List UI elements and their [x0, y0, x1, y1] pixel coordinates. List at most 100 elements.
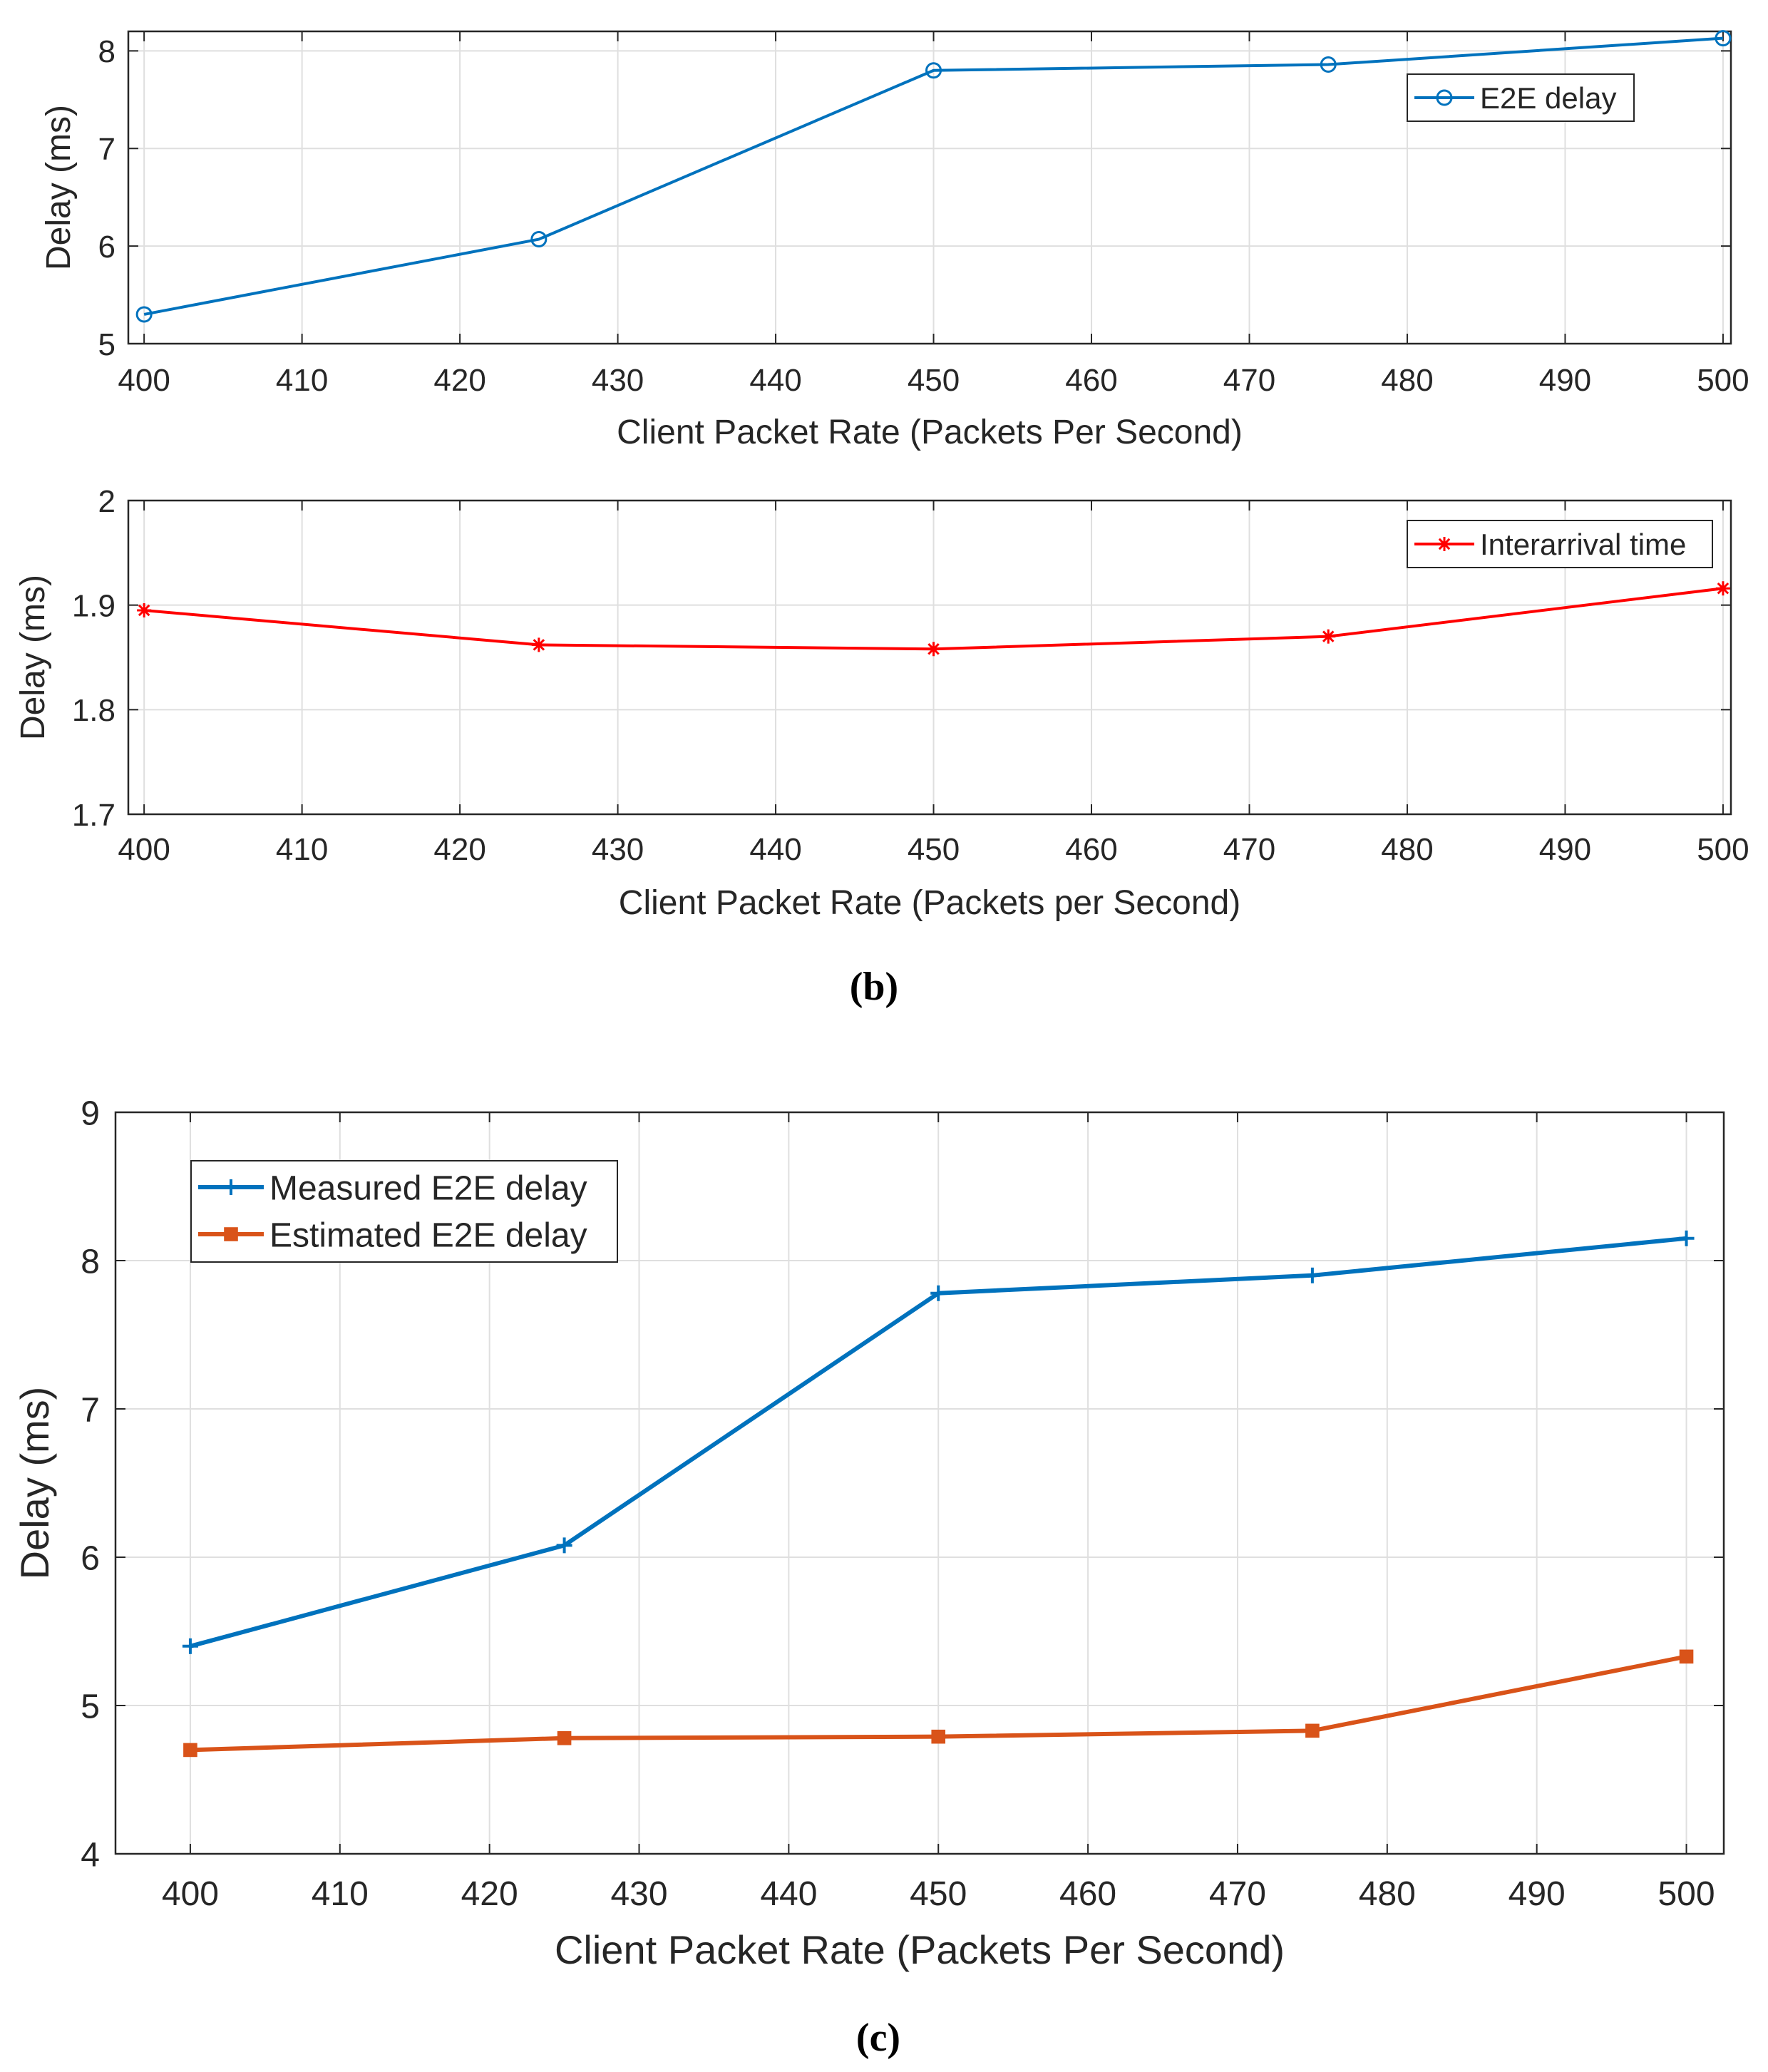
data-point — [530, 231, 548, 248]
series-estimated-e2e-delay — [183, 1649, 1694, 1758]
caption-c: (c) — [856, 2016, 900, 2060]
x-tick-label: 490 — [1509, 1875, 1566, 1913]
y-axis-label: Delay (ms) — [14, 575, 52, 740]
data-point — [930, 1285, 947, 1301]
x-tick-label: 460 — [1059, 1875, 1116, 1913]
data-point — [224, 1227, 238, 1241]
x-tick-label: 480 — [1381, 363, 1433, 398]
y-axis-label: Delay (ms) — [40, 105, 78, 270]
x-tick-label: 470 — [1223, 832, 1275, 867]
data-point-stroke — [138, 604, 150, 617]
y-tick-label: 8 — [98, 34, 115, 69]
x-tick-label: 500 — [1697, 832, 1749, 867]
data-point-stroke — [533, 639, 545, 651]
y-tick-label: 1.9 — [72, 589, 115, 624]
y-tick-label: 9 — [81, 1094, 100, 1132]
caption-b: (b) — [850, 965, 898, 1009]
x-tick-label: 400 — [118, 363, 170, 398]
x-tick-label: 450 — [908, 363, 960, 398]
x-axis-label: Client Packet Rate (Packets Per Second) — [617, 414, 1243, 451]
y-tick-label: 5 — [81, 1688, 100, 1725]
x-axis-label: Client Packet Rate (Packets per Second) — [619, 884, 1240, 922]
x-tick-label: 440 — [749, 832, 801, 867]
chart-b-bottom: 400 410 420 430 440 450 460 470 480 490 500 1.7 1.8 1… — [14, 484, 1749, 922]
series-line — [143, 36, 1724, 316]
y-tick-label: 6 — [81, 1539, 100, 1577]
x-tick-label: 420 — [461, 1875, 518, 1913]
legend-label: Measured E2E delay — [269, 1169, 587, 1207]
x-tick-label: 400 — [118, 832, 170, 867]
series-interarrival-time — [137, 581, 1730, 657]
data-point — [1304, 1267, 1320, 1283]
y-tick-label: 1.8 — [72, 693, 115, 728]
x-tick-label: 430 — [592, 363, 644, 398]
x-tick-label: 470 — [1209, 1875, 1266, 1913]
x-tick-label: 440 — [760, 1875, 817, 1913]
data-point — [1715, 581, 1730, 596]
data-point — [1321, 629, 1336, 644]
y-axis-label: Delay (ms) — [12, 1387, 57, 1580]
x-tick-label: 470 — [1223, 363, 1275, 398]
y-tick-label: 8 — [81, 1243, 100, 1281]
chart-c: 400 410 420 430 440 450 460 470 480 490 500 4 5 6 7 8 9 C… — [12, 1094, 1725, 1972]
legend-label: E2E delay — [1480, 81, 1616, 115]
x-tick-label: 460 — [1065, 832, 1117, 867]
data-point — [1679, 1649, 1694, 1664]
data-point — [556, 1537, 572, 1554]
x-tick-label: 400 — [162, 1875, 219, 1913]
x-tick-label: 480 — [1359, 1875, 1416, 1913]
data-point — [182, 1638, 198, 1654]
data-point — [557, 1730, 572, 1745]
data-point — [183, 1743, 197, 1758]
data-point-stroke — [1438, 538, 1451, 550]
legend: Measured E2E delay Estimated E2E delay — [190, 1160, 618, 1263]
y-tick-label: 5 — [98, 327, 115, 362]
axes-box — [114, 1111, 1725, 1855]
data-point — [1715, 30, 1732, 47]
x-tick-label: 450 — [908, 832, 960, 867]
y-tick-label: 7 — [81, 1391, 100, 1429]
data-point — [931, 1729, 946, 1744]
axes-box — [127, 30, 1732, 345]
series-e2e-delay — [135, 30, 1732, 323]
data-point — [135, 306, 153, 323]
legend: E2E delay — [1407, 73, 1635, 122]
x-tick-label: 420 — [433, 832, 485, 867]
data-point — [1437, 537, 1451, 551]
x-tick-label: 460 — [1065, 363, 1117, 398]
x-tick-label: 410 — [276, 832, 328, 867]
data-point-stroke — [927, 643, 940, 655]
series-measured-e2e-delay — [182, 1230, 1695, 1654]
legend: Interarrival time — [1407, 520, 1713, 568]
data-point — [137, 603, 152, 617]
legend-label: Interarrival time — [1480, 528, 1686, 561]
x-tick-label: 480 — [1381, 832, 1433, 867]
data-point — [223, 1179, 239, 1195]
data-point — [1305, 1723, 1320, 1738]
legend-label: Estimated E2E delay — [269, 1216, 587, 1254]
y-tick-label: 6 — [98, 230, 115, 265]
y-tick-label: 4 — [81, 1836, 100, 1874]
x-tick-label: 440 — [749, 363, 801, 398]
axes-box — [127, 499, 1732, 816]
x-tick-label: 500 — [1697, 363, 1749, 398]
x-tick-label: 410 — [276, 363, 328, 398]
x-tick-label: 430 — [610, 1875, 667, 1913]
legend-box — [190, 1160, 618, 1263]
data-point — [1320, 56, 1337, 73]
x-tick-label: 490 — [1539, 832, 1591, 867]
y-tick-label: 7 — [98, 132, 115, 167]
x-tick-label: 430 — [592, 832, 644, 867]
y-tick-label: 1.7 — [72, 798, 115, 833]
data-point-stroke — [1717, 582, 1730, 595]
x-tick-label: 420 — [433, 363, 485, 398]
data-point — [1436, 89, 1453, 106]
chart-b-top: 400 410 420 430 440 450 460 470 480 490 500 5 6 7 8 Cli… — [40, 30, 1749, 451]
x-tick-label: 490 — [1539, 363, 1591, 398]
x-tick-label: 500 — [1658, 1875, 1715, 1913]
x-tick-label: 450 — [910, 1875, 967, 1913]
data-point — [531, 637, 546, 652]
x-tick-label: 410 — [312, 1875, 369, 1913]
data-point-stroke — [1322, 630, 1335, 642]
data-point — [925, 62, 942, 79]
